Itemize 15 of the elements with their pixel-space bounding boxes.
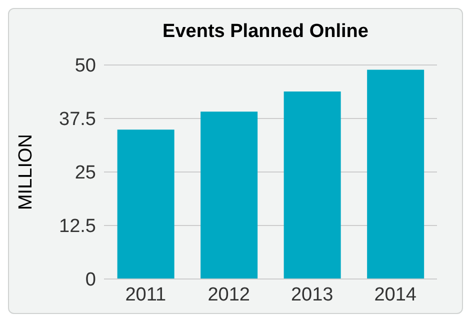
y-tick-label: 37.5 bbox=[59, 109, 96, 130]
chart-title: Events Planned Online bbox=[162, 20, 370, 44]
bar bbox=[284, 92, 341, 279]
y-axis-title: MILLION bbox=[16, 134, 37, 210]
x-tick-label: 2011 bbox=[125, 284, 166, 306]
bar bbox=[367, 70, 424, 279]
y-tick-label: 25 bbox=[74, 162, 96, 184]
y-tick-label: 50 bbox=[74, 56, 96, 77]
x-tick-label: 2014 bbox=[374, 284, 417, 306]
y-tick-label: 0 bbox=[85, 270, 96, 291]
y-tick-label: 12.5 bbox=[59, 216, 96, 238]
x-tick-label: 2013 bbox=[290, 284, 334, 306]
bar bbox=[117, 130, 174, 279]
x-tick-label: 2012 bbox=[208, 284, 250, 306]
bar bbox=[200, 112, 258, 279]
